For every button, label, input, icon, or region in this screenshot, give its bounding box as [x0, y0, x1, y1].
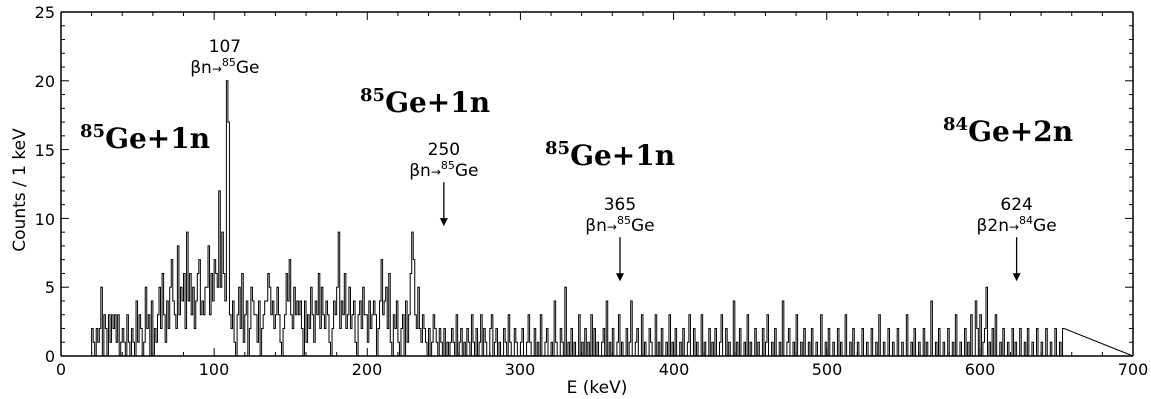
- peak-decay-label: β2n→84Ge: [977, 214, 1057, 236]
- y-tick-label: 25: [35, 3, 55, 22]
- y-tick-label: 20: [35, 72, 55, 91]
- x-tick-label: 300: [505, 360, 536, 379]
- peak-arrow-head: [1012, 273, 1021, 282]
- peak-energy-label: 365: [604, 195, 636, 215]
- x-tick-label: 100: [199, 360, 230, 379]
- channel-label: 85Ge+1n: [545, 138, 675, 172]
- x-tick-label: 200: [352, 360, 383, 379]
- peak-energy-label: 250: [428, 140, 460, 160]
- peak-decay-label: βn→85Ge: [585, 214, 654, 236]
- x-axis-label: E (keV): [567, 378, 628, 398]
- y-tick-label: 15: [35, 141, 55, 160]
- y-tick-label: 10: [35, 210, 55, 229]
- histogram-series: [91, 80, 1134, 357]
- x-tick-label: 0: [56, 360, 66, 379]
- y-tick-label: 0: [45, 347, 55, 366]
- peak-decay-label: βn→85Ge: [190, 56, 259, 78]
- peak-arrow-head: [615, 273, 624, 282]
- x-tick-label: 500: [812, 360, 843, 379]
- x-tick-label: 400: [659, 360, 690, 379]
- peak-energy-label: 624: [1000, 195, 1032, 215]
- peak-decay-label: βn→85Ge: [409, 159, 478, 181]
- peak-energy-label: 107: [209, 37, 241, 57]
- y-tick-label: 5: [45, 278, 55, 297]
- channel-label: 84Ge+2n: [943, 114, 1073, 148]
- y-axis-label: Counts / 1 keV: [10, 128, 30, 252]
- channel-label: 85Ge+1n: [80, 121, 210, 155]
- peak-arrow-head: [439, 218, 448, 227]
- channel-label: 85Ge+1n: [360, 85, 490, 119]
- x-tick-label: 700: [1118, 360, 1149, 379]
- x-tick-label: 600: [965, 360, 996, 379]
